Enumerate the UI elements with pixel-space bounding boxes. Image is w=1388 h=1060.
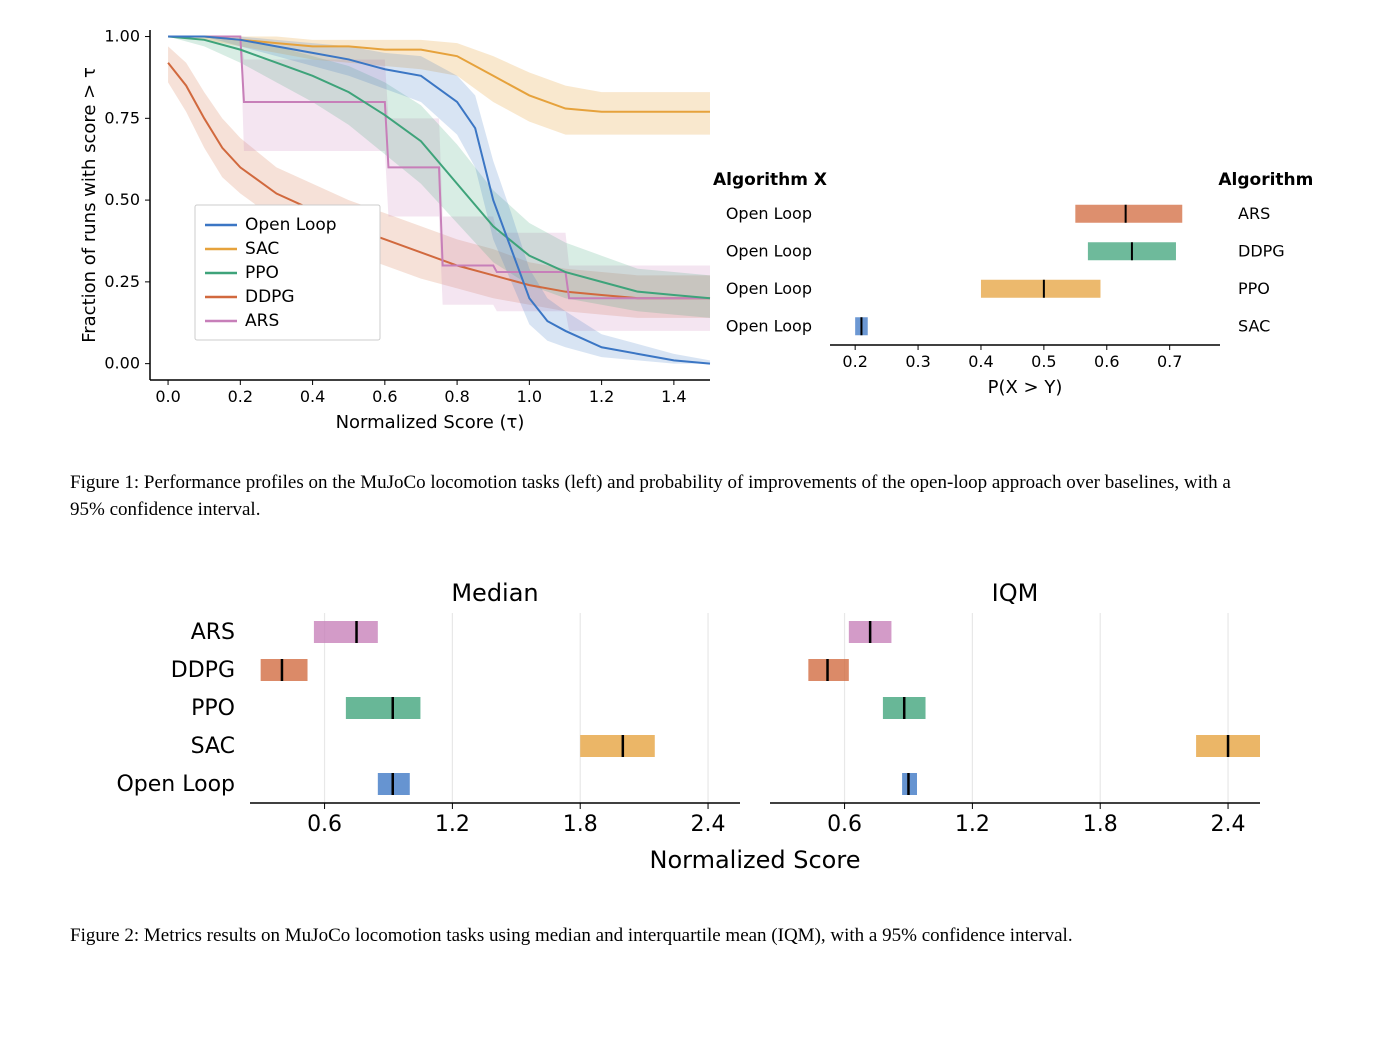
svg-text:0.6: 0.6 [307,812,342,837]
svg-text:PPO: PPO [1238,279,1270,298]
figure-1-caption: Figure 1: Performance profiles on the Mu… [70,470,1270,523]
svg-text:Algorithm X: Algorithm X [713,170,827,190]
svg-text:Open Loop: Open Loop [245,215,337,235]
svg-text:0.2: 0.2 [228,387,253,406]
svg-text:DDPG: DDPG [245,287,295,307]
svg-text:0.6: 0.6 [372,387,397,406]
svg-text:0.75: 0.75 [104,108,140,127]
svg-text:1.4: 1.4 [661,387,686,406]
svg-text:0.5: 0.5 [1031,352,1056,371]
svg-text:Open Loop: Open Loop [726,279,812,298]
figure-2: Median ARS DDPG PPO SAC Open Loop 0.6 1.2 1.8 2.4… [70,573,1318,903]
svg-text:ARS: ARS [245,311,279,331]
svg-text:Open Loop: Open Loop [726,241,812,260]
svg-text:PPO: PPO [191,696,235,721]
svg-text:Normalized Score: Normalized Score [650,846,861,874]
svg-text:0.6: 0.6 [1094,352,1119,371]
svg-text:Median: Median [451,579,538,607]
svg-text:1.0: 1.0 [517,387,542,406]
svg-text:Open Loop: Open Loop [726,316,812,335]
svg-text:PPO: PPO [245,263,279,283]
svg-text:0.4: 0.4 [968,352,993,371]
svg-text:ARS: ARS [1238,204,1270,223]
svg-text:Open Loop: Open Loop [116,772,235,797]
svg-text:1.8: 1.8 [1083,812,1118,837]
svg-text:Open Loop: Open Loop [726,204,812,223]
figure-2-svg: Median ARS DDPG PPO SAC Open Loop 0.6 1.2 1.8 2.4… [70,573,1318,903]
svg-text:Algorithm Y: Algorithm Y [1218,170,1318,190]
figure-1-svg: 0.0 0.2 0.4 0.6 0.8 1.0 1.2 1.4 0.00 0.25 0.50 0.75… [70,20,1318,450]
svg-text:0.6: 0.6 [827,812,862,837]
svg-text:2.4: 2.4 [1211,812,1246,837]
svg-text:1.8: 1.8 [563,812,598,837]
svg-text:0.7: 0.7 [1157,352,1182,371]
svg-text:0.25: 0.25 [104,272,140,291]
svg-text:1.00: 1.00 [104,27,140,46]
figure-2-caption: Figure 2: Metrics results on MuJoCo loco… [70,923,1270,950]
svg-text:Normalized Score (τ): Normalized Score (τ) [336,412,525,433]
svg-text:0.4: 0.4 [300,387,325,406]
svg-text:DDPG: DDPG [171,658,235,683]
svg-text:Fraction of runs with score >: Fraction of runs with score > τ [79,67,100,343]
figure-1: 0.0 0.2 0.4 0.6 0.8 1.0 1.2 1.4 0.00 0.25 0.50 0.75… [70,20,1318,450]
svg-text:SAC: SAC [191,734,235,759]
svg-text:1.2: 1.2 [435,812,470,837]
svg-text:0.8: 0.8 [444,387,469,406]
svg-text:P(X > Y): P(X > Y) [988,377,1063,398]
svg-text:1.2: 1.2 [589,387,614,406]
svg-text:0.3: 0.3 [905,352,930,371]
svg-text:2.4: 2.4 [691,812,726,837]
svg-text:0.2: 0.2 [842,352,867,371]
svg-text:1.2: 1.2 [955,812,990,837]
svg-text:DDPG: DDPG [1238,241,1285,260]
svg-text:0.0: 0.0 [155,387,180,406]
svg-text:ARS: ARS [191,620,235,645]
svg-text:0.00: 0.00 [104,354,140,373]
svg-text:SAC: SAC [245,239,279,259]
svg-text:IQM: IQM [992,579,1039,607]
svg-text:SAC: SAC [1238,316,1270,335]
svg-text:0.50: 0.50 [104,190,140,209]
